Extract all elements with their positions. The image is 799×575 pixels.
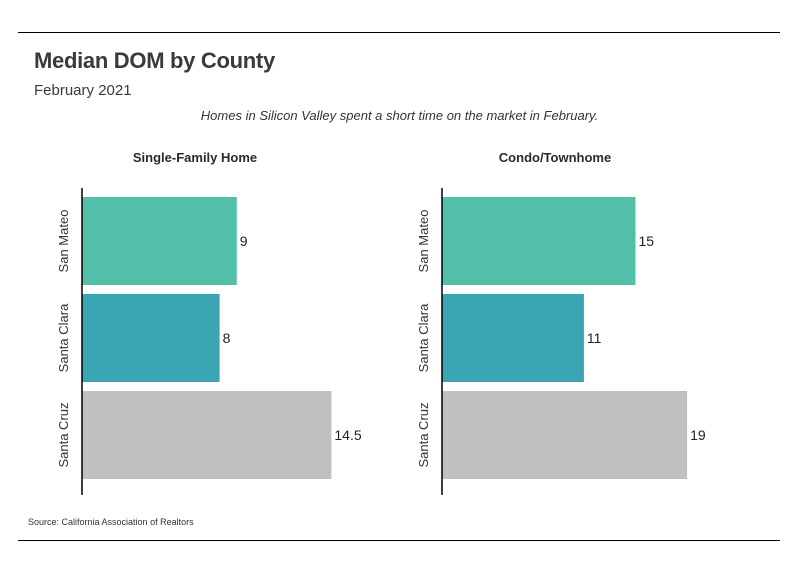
value-label-single-family-home-santa-cruz: 14.5 [334, 427, 361, 443]
value-label-single-family-home-san-mateo: 9 [240, 233, 248, 249]
bar-single-family-home-san-mateo [82, 197, 237, 285]
category-label-single-family-home-san-mateo: San Mateo [56, 210, 71, 273]
source-note: Source: California Association of Realto… [28, 517, 194, 527]
category-label-condo-townhome-santa-cruz: Santa Cruz [416, 402, 431, 467]
condo-panel: Condo/Townhome 15 San Mateo 11 Santa Clara 1… [390, 140, 720, 500]
panel-title-condo: Condo/Townhome [498, 150, 612, 165]
bar-condo-townhome-santa-clara [442, 294, 584, 382]
chart-title: Median DOM by County [34, 48, 275, 73]
bar-condo-townhome-san-mateo [442, 197, 636, 285]
category-label-single-family-home-santa-cruz: Santa Cruz [56, 402, 71, 467]
bar-single-family-home-santa-cruz [82, 391, 332, 479]
category-label-condo-townhome-san-mateo: San Mateo [416, 210, 431, 273]
value-label-condo-townhome-santa-cruz: 19 [690, 427, 706, 443]
bar-single-family-home-santa-clara [82, 294, 220, 382]
condo-chart: 15 San Mateo 11 Santa Clara 19 Santa Cruz [416, 188, 706, 495]
bar-condo-townhome-santa-cruz [442, 391, 688, 479]
single-family-panel: Single-Family Home 9 San Mateo 8 Santa Clar… [30, 140, 362, 500]
single-family-chart: 9 San Mateo 8 Santa Clara 14.5 Santa Cruz [56, 188, 362, 495]
top-rule [18, 32, 780, 33]
value-label-single-family-home-santa-clara: 8 [223, 330, 231, 346]
category-label-single-family-home-santa-clara: Santa Clara [56, 303, 71, 372]
panel-title-single-family: Single-Family Home [132, 150, 258, 165]
chart-subtitle: February 2021 [34, 82, 132, 99]
category-label-condo-townhome-santa-clara: Santa Clara [416, 303, 431, 372]
chart-annotation: Homes in Silicon Valley spent a short ti… [200, 108, 599, 123]
bottom-rule [18, 540, 780, 541]
value-label-condo-townhome-santa-clara: 11 [587, 330, 602, 346]
value-label-condo-townhome-san-mateo: 15 [639, 233, 655, 249]
